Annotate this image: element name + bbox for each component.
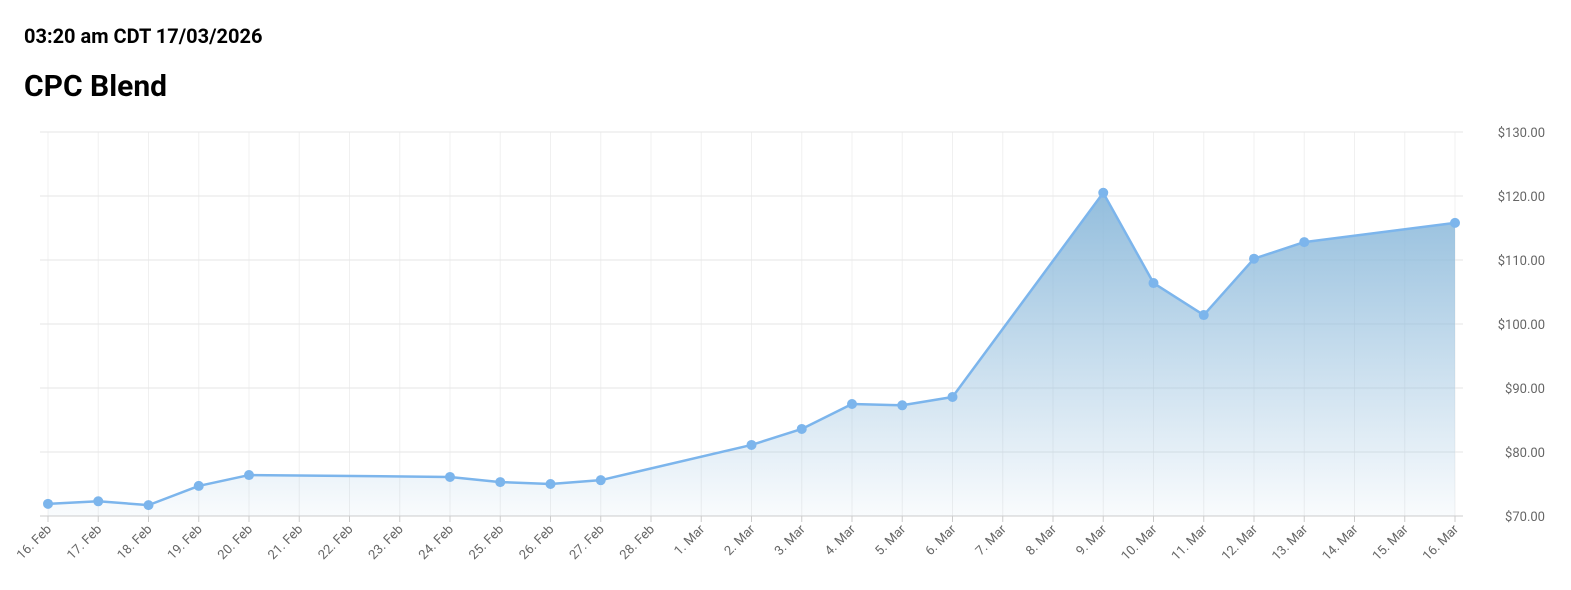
x-tick-label: 26. Feb [517,522,558,563]
point [1098,187,1109,198]
x-tick-label: 10. Mar [1119,522,1161,564]
point [947,391,958,402]
x-tick-label: 8. Mar [1023,522,1060,559]
point [193,480,204,491]
point [595,475,606,486]
x-tick-label: 12. Mar [1219,522,1261,564]
x-tick-label: 1. Mar [671,522,708,559]
x-tick-label: 19. Feb [165,522,206,563]
x-tick-label: 6. Mar [923,522,960,559]
x-tick-label: 16. Feb [14,522,55,563]
x-tick-label: 28. Feb [617,522,658,563]
y-tick-label: $90.00 [1505,382,1545,397]
area [48,192,1455,517]
x-tick-label: 18. Feb [115,522,156,563]
y-tick-label: $70.00 [1505,510,1545,525]
x-tick-label: 2. Mar [722,522,759,559]
x-tick-label: 9. Mar [1073,522,1110,559]
point [495,477,506,488]
point [1299,237,1310,248]
point [1198,310,1209,321]
point [1148,278,1159,289]
x-tick-label: 14. Mar [1320,522,1362,564]
x-tick-label: 17. Feb [64,522,105,563]
x-tick-label: 11. Mar [1169,522,1211,564]
y-tick-label: $110.00 [1498,254,1545,269]
point [143,500,154,511]
point [847,399,857,409]
x-tick-label: 13. Mar [1269,522,1311,564]
x-tick-label: 22. Feb [316,522,357,563]
x-tick-label: 5. Mar [872,522,909,559]
x-tick-label: 3. Mar [772,522,809,559]
y-tick-label: $100.00 [1498,318,1545,333]
point [1249,253,1259,264]
y-tick-label: $120.00 [1498,190,1545,205]
point [897,400,908,411]
x-tick-label: 24. Feb [416,522,457,563]
y-tick-label: $130.00 [1498,126,1545,141]
point [244,470,254,481]
y-tick-label: $80.00 [1505,446,1545,461]
point [445,471,455,482]
point [796,423,807,434]
point [1450,217,1460,228]
x-tick-label: 21. Feb [265,522,306,563]
line [47,191,1456,507]
point [746,439,757,450]
point [43,498,53,509]
x-tick-label: 4. Mar [822,522,859,559]
x-tick-label: 27. Feb [567,522,608,563]
point [93,496,104,507]
x-tick-label: 20. Feb [215,522,256,563]
chart-title: CPC Blend [24,69,167,104]
x-tick-label: 25. Feb [466,522,507,563]
x-tick-label: 23. Feb [366,522,407,563]
point [545,479,556,489]
x-tick-label: 15. Mar [1370,522,1412,564]
x-tick-label: 7. Mar [973,522,1010,559]
x-tick-label: 16. Mar [1420,522,1462,564]
timestamp: 03:20 am CDT 17/03/2026 [24,24,262,48]
